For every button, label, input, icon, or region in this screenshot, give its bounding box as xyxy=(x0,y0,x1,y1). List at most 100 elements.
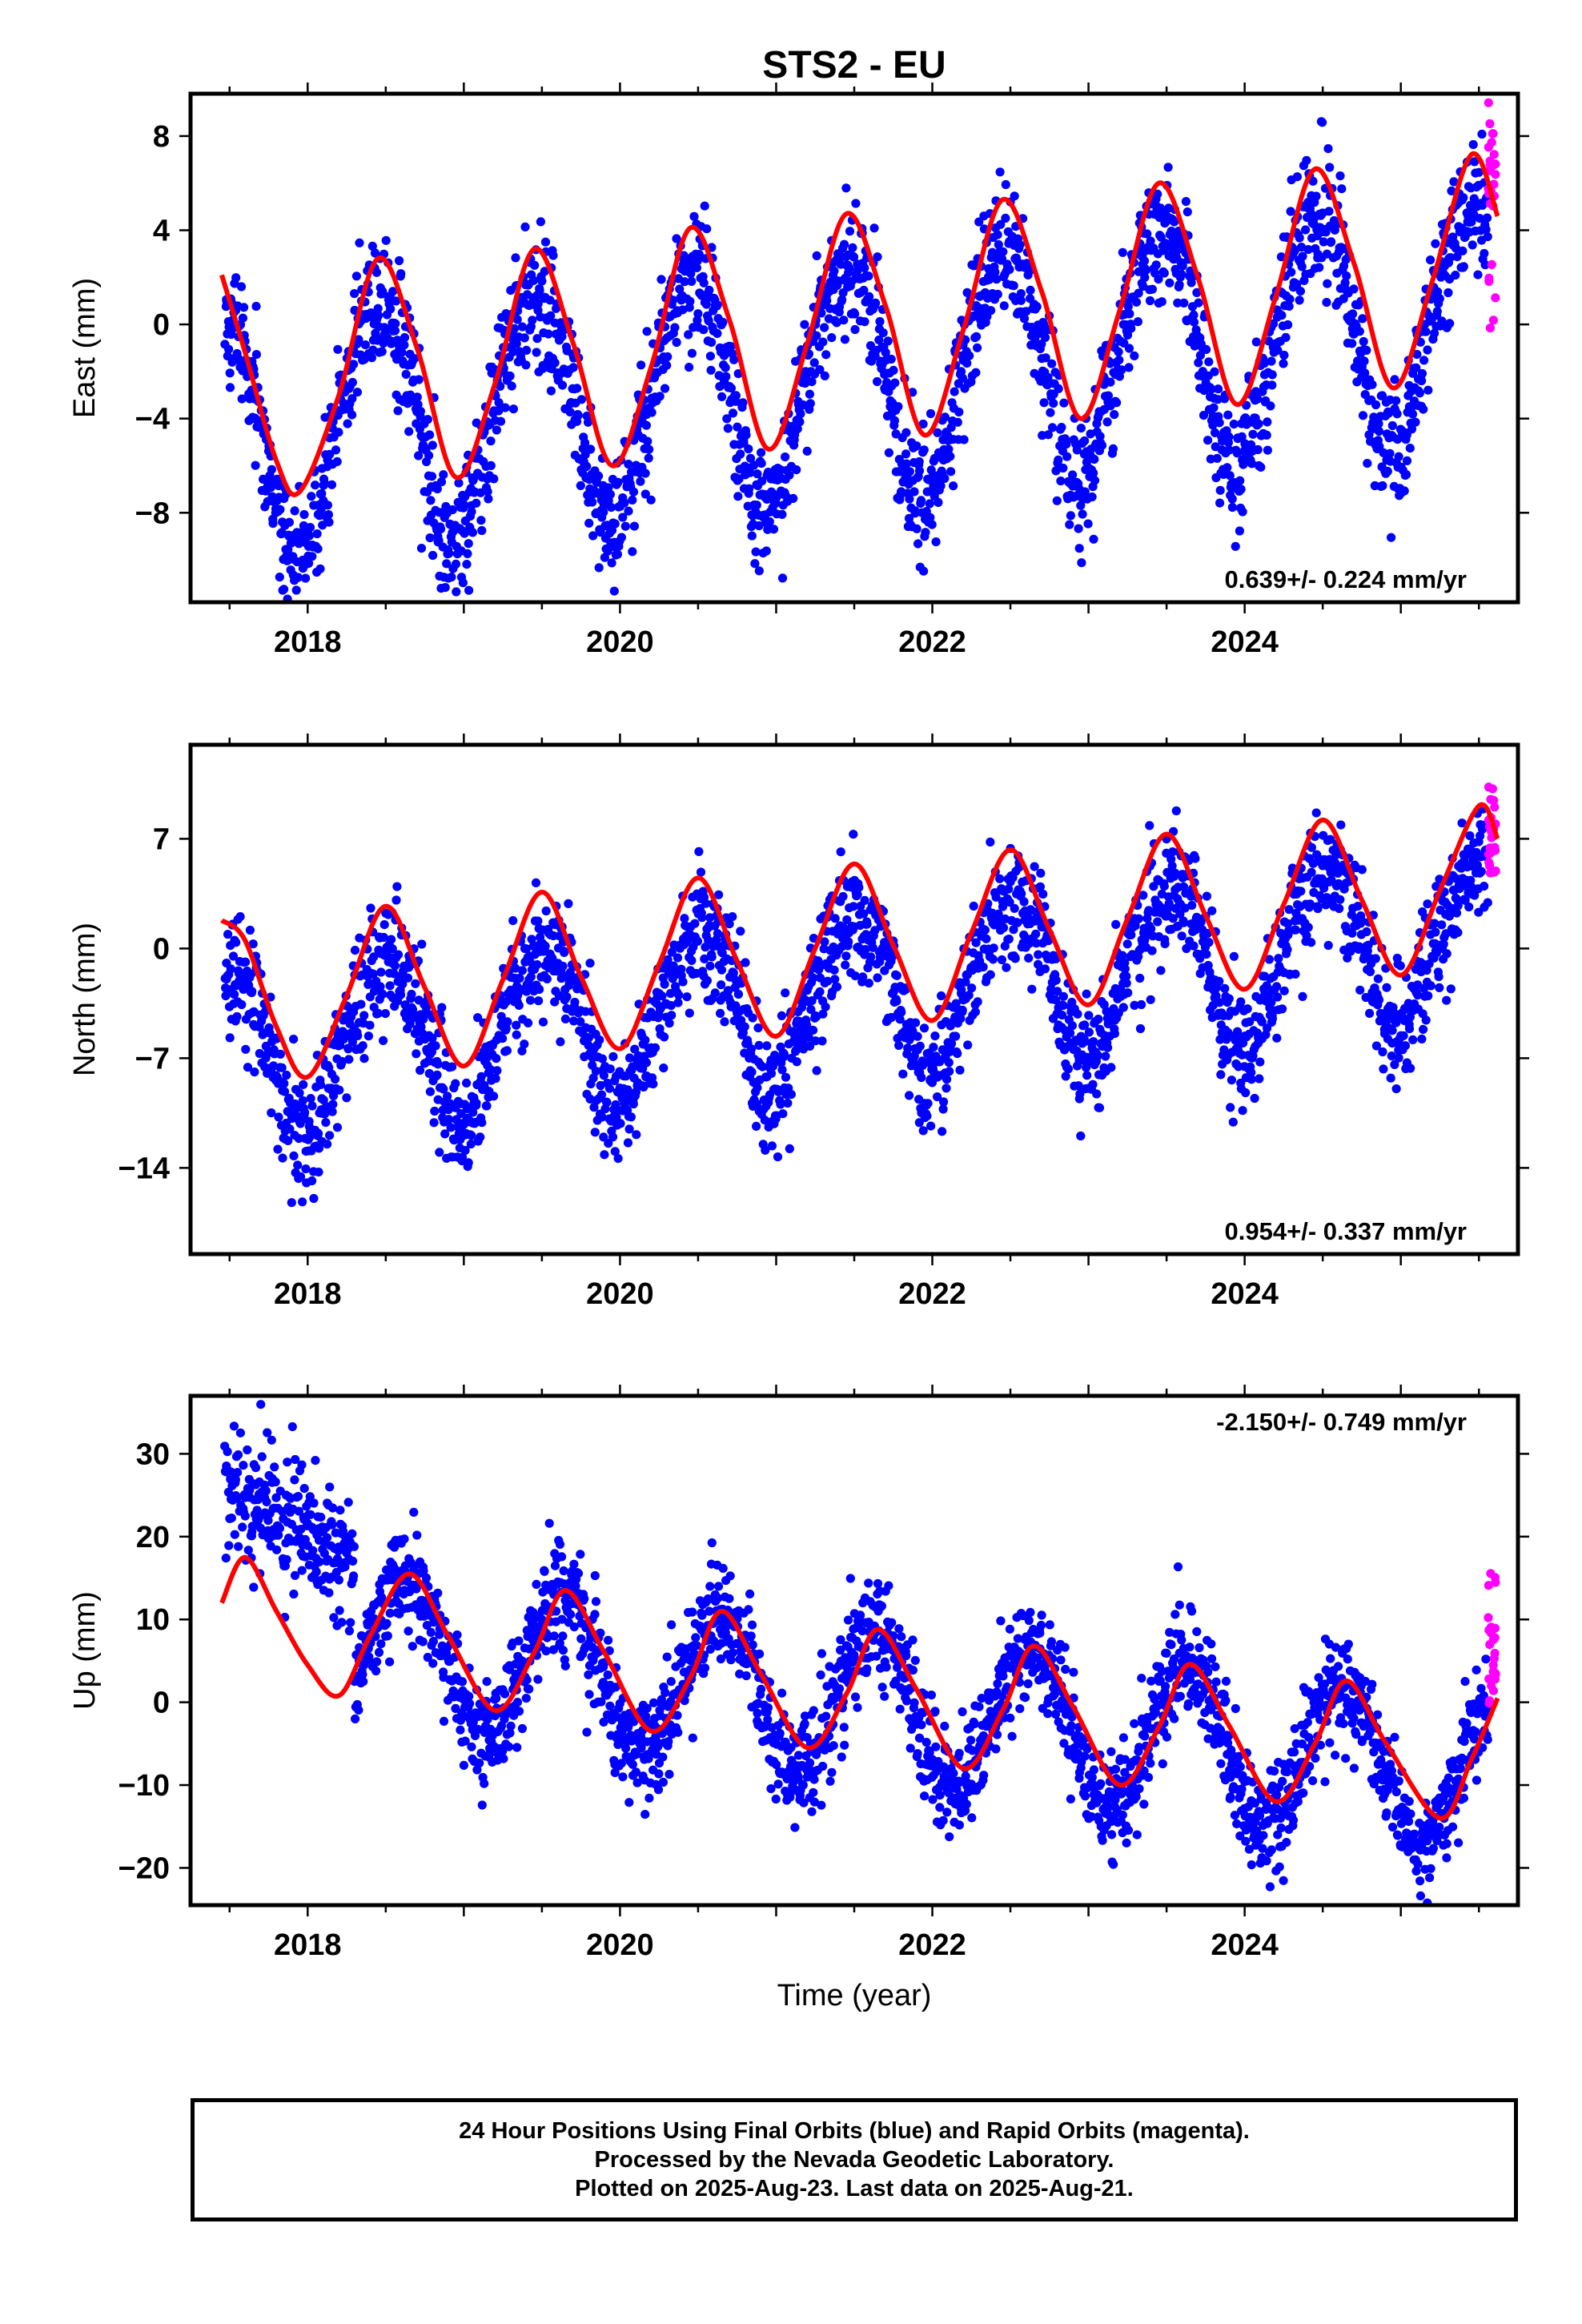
east-final-point xyxy=(792,465,801,475)
east-final-point xyxy=(1229,420,1239,429)
north-final-point xyxy=(836,847,845,857)
east-final-point xyxy=(1251,387,1261,396)
north-final-point xyxy=(1291,969,1300,979)
east-final-point xyxy=(1195,351,1205,360)
east-final-point xyxy=(636,476,645,486)
north-final-point xyxy=(811,1036,821,1046)
north-final-point xyxy=(1247,1075,1256,1084)
north-final-point xyxy=(690,919,700,928)
north-final-point xyxy=(1189,941,1199,951)
east-final-point xyxy=(1223,463,1232,472)
north-final-point xyxy=(1464,902,1474,912)
north-final-point xyxy=(905,1091,914,1100)
up-final-point xyxy=(267,1435,276,1445)
east-final-point xyxy=(1324,207,1334,216)
north-final-point xyxy=(524,1018,533,1027)
north-final-point xyxy=(277,1063,287,1072)
east-final-point xyxy=(800,320,809,329)
east-final-point xyxy=(1192,287,1202,297)
north-final-point xyxy=(832,982,842,991)
east-final-point xyxy=(1411,363,1421,372)
east-final-point xyxy=(1124,363,1134,372)
east-final-point xyxy=(1445,253,1455,263)
east-final-point xyxy=(1447,186,1456,195)
east-final-point xyxy=(944,444,954,454)
east-final-point xyxy=(351,271,361,281)
east-final-point xyxy=(1204,357,1214,367)
north-final-point xyxy=(926,1121,936,1131)
east-final-point xyxy=(347,410,357,420)
north-final-point xyxy=(538,1017,548,1027)
north-final-point xyxy=(938,1127,947,1136)
north-final-point xyxy=(1019,897,1029,907)
north-final-point xyxy=(595,1035,604,1045)
north-final-point xyxy=(628,1099,638,1109)
east-final-point xyxy=(687,276,697,286)
east-final-point xyxy=(1074,524,1083,533)
north-final-point xyxy=(761,1145,770,1155)
north-final-point xyxy=(508,916,518,926)
north-final-point xyxy=(1303,923,1313,932)
east-final-point xyxy=(1225,471,1235,480)
north-final-point xyxy=(526,972,536,982)
east-final-point xyxy=(476,516,486,525)
north-final-point xyxy=(995,874,1005,883)
east-final-point xyxy=(912,524,921,533)
east-final-point xyxy=(822,296,832,306)
east-final-point xyxy=(494,398,504,408)
north-final-point xyxy=(1378,1047,1387,1057)
east-final-point xyxy=(672,337,681,348)
north-final-point xyxy=(694,846,704,856)
north-final-point xyxy=(717,980,726,990)
east-final-point xyxy=(933,428,942,437)
north-final-point xyxy=(293,1160,303,1170)
north-final-point xyxy=(387,944,397,954)
north-final-point xyxy=(533,916,543,926)
north-final-point xyxy=(630,1044,640,1054)
east-final-point xyxy=(721,363,730,372)
north-final-point xyxy=(1278,1004,1287,1014)
north-final-point xyxy=(1323,940,1333,951)
east-final-point xyxy=(1174,280,1184,290)
east-final-point xyxy=(647,408,656,417)
east-final-point xyxy=(1177,270,1186,279)
north-final-point xyxy=(915,1041,925,1051)
east-final-point xyxy=(1385,448,1395,458)
east-final-point xyxy=(405,390,416,400)
north-final-point xyxy=(752,1121,761,1131)
east-final-point xyxy=(1047,423,1058,432)
east-final-point xyxy=(576,480,585,491)
up-final-point xyxy=(249,1582,259,1592)
north-final-point xyxy=(648,1079,658,1089)
east-final-point xyxy=(949,481,958,491)
north-final-point xyxy=(632,1130,641,1140)
east-final-point xyxy=(663,352,673,362)
north-final-point xyxy=(910,1018,921,1027)
east-final-point xyxy=(304,558,314,569)
east-final-point xyxy=(1295,233,1304,243)
up-final-point xyxy=(223,1447,232,1457)
east-final-point xyxy=(1062,452,1072,461)
east-final-point xyxy=(324,517,334,527)
east-final-point xyxy=(940,412,950,422)
north-final-point xyxy=(295,1088,304,1098)
east-final-point xyxy=(890,378,900,388)
east-final-point xyxy=(1087,492,1097,502)
north-final-point xyxy=(858,972,868,982)
north-final-point xyxy=(600,1150,609,1160)
east-final-point xyxy=(511,253,520,263)
east-final-point xyxy=(428,550,438,561)
east-final-point xyxy=(1401,470,1411,480)
east-final-point xyxy=(609,586,619,596)
east-final-point xyxy=(582,461,592,472)
north-final-point xyxy=(777,1065,787,1075)
east-y-tick-label: −8 xyxy=(135,497,170,530)
east-rapid-point xyxy=(1485,119,1495,129)
east-final-point xyxy=(620,498,629,508)
north-final-point xyxy=(844,937,853,947)
north-final-point xyxy=(1267,1014,1277,1023)
east-final-point xyxy=(596,528,605,537)
east-final-point xyxy=(936,481,946,491)
north-final-point xyxy=(1010,903,1019,913)
east-final-point xyxy=(1103,391,1113,400)
